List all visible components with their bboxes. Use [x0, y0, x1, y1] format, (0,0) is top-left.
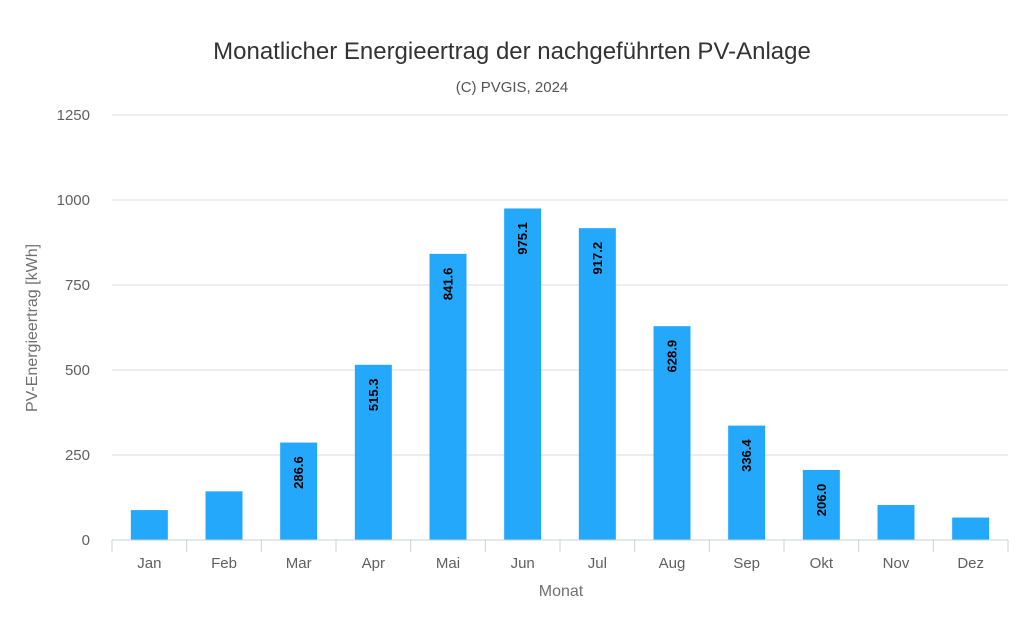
y-tick-label: 750: [65, 277, 90, 294]
data-label: 841.6: [441, 268, 456, 301]
x-tick-label: Mai: [436, 555, 460, 572]
y-tick-label: 500: [65, 362, 90, 379]
x-tick-label: Jan: [137, 555, 161, 572]
x-tick-label: Jul: [588, 555, 607, 572]
y-axis-ticks: 0 250 500 750 1000 1250: [57, 107, 90, 549]
y-tick-label: 0: [82, 532, 90, 549]
data-label: 628.9: [665, 340, 680, 373]
y-axis-label: PV-Energieertrag [kWh]: [24, 244, 41, 412]
bar: [578, 228, 616, 541]
chart-subtitle: (C) PVGIS, 2024: [456, 79, 569, 96]
gridlines: [112, 114, 1008, 456]
data-label: 336.4: [739, 439, 754, 472]
y-tick-label: 1000: [57, 192, 90, 209]
x-tick-label: Apr: [362, 555, 385, 572]
x-tick-label: Mar: [286, 555, 312, 572]
bars: [130, 208, 990, 541]
chart-title: Monatlicher Energieertrag der nachgeführ…: [213, 38, 811, 65]
x-tick-label: Sep: [733, 555, 760, 572]
data-labels: 286.6 515.3 841.6 975.1 917.2 628.9 336.4 206.0: [291, 222, 829, 516]
y-tick-label: 1250: [57, 107, 90, 124]
data-label: 917.2: [590, 242, 605, 275]
data-label: 206.0: [814, 484, 829, 517]
data-label: 975.1: [515, 222, 530, 255]
bar: [952, 517, 990, 540]
bar: [877, 504, 915, 540]
bar: [802, 469, 840, 540]
x-tick-label: Jun: [511, 555, 535, 572]
data-label: 515.3: [366, 379, 381, 412]
bar: [280, 442, 318, 540]
bar: [504, 208, 542, 540]
bar: [653, 326, 691, 540]
bar: [130, 510, 168, 540]
x-tick-label: Dez: [957, 555, 984, 572]
x-tick-label: Feb: [211, 555, 237, 572]
x-axis: Jan Feb Mar Apr Mai Jun Jul Aug Sep Okt Nov Dez: [111, 539, 1009, 572]
data-label: 286.6: [291, 456, 306, 489]
y-tick-label: 250: [65, 447, 90, 464]
x-tick-label: Aug: [659, 555, 686, 572]
x-axis-label: Monat: [539, 583, 584, 600]
x-tick-label: Nov: [883, 555, 910, 572]
x-tick-label: Okt: [810, 555, 834, 572]
bar: [429, 253, 467, 540]
bar: [728, 425, 766, 540]
bar: [205, 491, 243, 540]
bar: [354, 364, 392, 540]
